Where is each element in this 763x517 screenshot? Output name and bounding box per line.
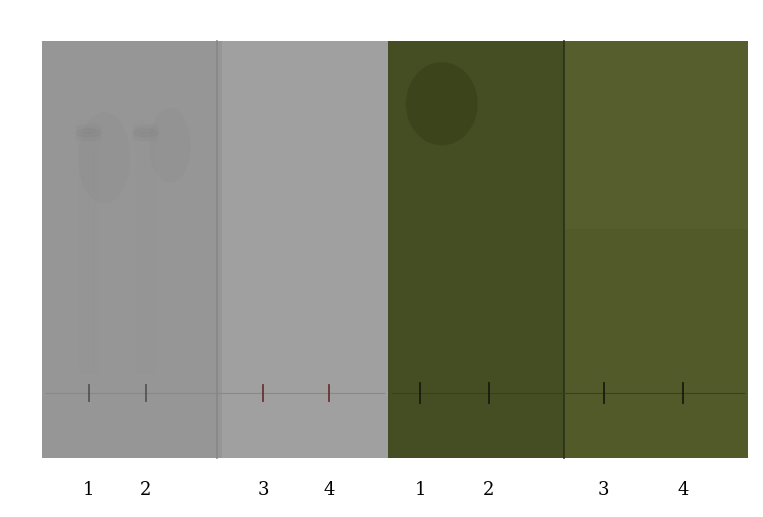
Bar: [564, 41, 748, 229]
Text: 4: 4: [678, 481, 689, 499]
Bar: [140, 145, 146, 374]
Bar: [222, 41, 388, 458]
Text: 3: 3: [258, 481, 269, 499]
Text: 2: 2: [483, 481, 494, 499]
Bar: [135, 145, 141, 374]
Bar: [145, 145, 151, 374]
Ellipse shape: [132, 132, 159, 142]
Bar: [388, 41, 564, 458]
Bar: [78, 145, 84, 374]
Text: 1: 1: [414, 481, 426, 499]
Text: 4: 4: [324, 481, 335, 499]
Text: 2: 2: [140, 481, 151, 499]
Text: 3: 3: [598, 481, 610, 499]
Bar: [42, 41, 222, 458]
Ellipse shape: [76, 132, 102, 142]
Bar: [93, 145, 99, 374]
Ellipse shape: [132, 128, 159, 138]
Ellipse shape: [406, 62, 478, 145]
Ellipse shape: [150, 108, 191, 183]
Ellipse shape: [132, 125, 159, 134]
Ellipse shape: [76, 125, 102, 134]
Bar: [89, 145, 95, 374]
Ellipse shape: [79, 112, 130, 204]
Ellipse shape: [76, 128, 102, 138]
Text: 1: 1: [83, 481, 95, 499]
Bar: [564, 41, 748, 458]
Bar: [83, 145, 89, 374]
Bar: [150, 145, 156, 374]
